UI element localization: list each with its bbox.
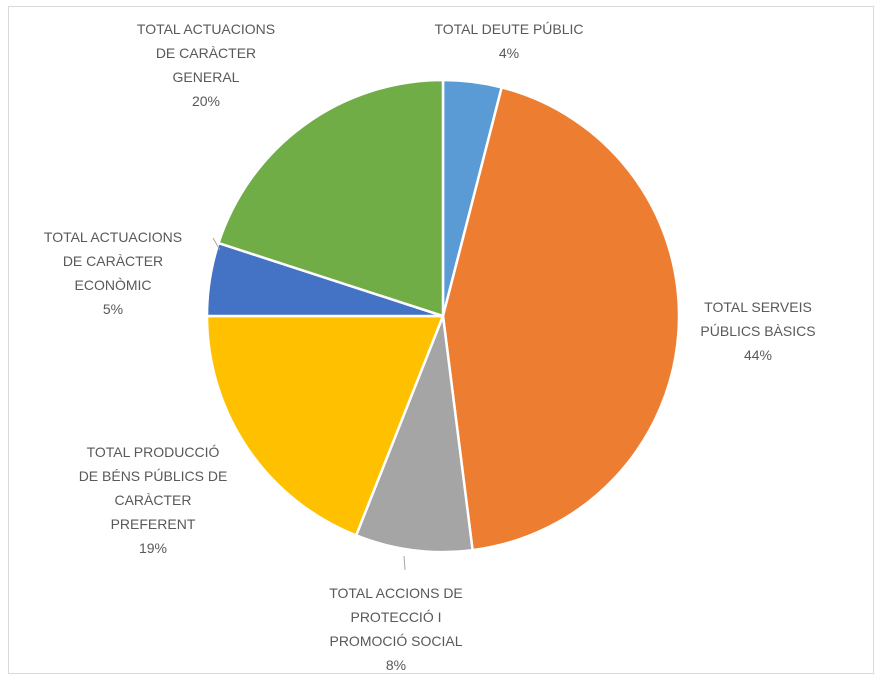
pie-slice — [217, 78, 445, 318]
data-label: TOTAL ACTUACIONS DE CARÀCTER GENERAL 20% — [137, 21, 275, 109]
data-label: TOTAL SERVEIS PÚBLICS BÀSICS 44% — [700, 299, 815, 363]
pie-slice — [441, 86, 681, 552]
data-label-percent: 5% — [103, 301, 123, 317]
leader-line — [403, 555, 406, 571]
data-label-category: TOTAL ACCIONS DE — [329, 585, 463, 601]
data-label: TOTAL PRODUCCIÓ DE BÉNS PÚBLICS DE CARÀCTE… — [79, 444, 228, 556]
data-label: TOTAL DEUTE PÚBLIC 4% — [434, 21, 583, 61]
data-label-category: TOTAL ACTUACIONS — [137, 21, 275, 37]
data-label-category: TOTAL ACTUACIONS — [44, 229, 182, 245]
pie-slice — [205, 314, 445, 537]
data-label-category: PREFERENT — [111, 516, 196, 532]
data-label-percent: 8% — [386, 657, 406, 673]
data-label-category: PÚBLICS BÀSICS — [700, 323, 815, 339]
data-label-category: TOTAL DEUTE PÚBLIC — [434, 21, 583, 37]
data-label-category: ECONÒMIC — [75, 277, 152, 293]
data-label-percent: 4% — [499, 45, 519, 61]
pie-slices — [205, 78, 681, 554]
leader-line — [212, 237, 221, 251]
data-label-category: GENERAL — [173, 69, 240, 85]
data-label-percent: 44% — [744, 347, 772, 363]
data-label-category: TOTAL SERVEIS — [704, 299, 812, 315]
data-label-percent: 19% — [139, 540, 167, 556]
pie-slice — [354, 314, 474, 554]
data-label: TOTAL ACCIONS DE PROTECCIÓ I PROMOCIÓ SOCI… — [329, 585, 463, 673]
data-label-category: DE BÉNS PÚBLICS DE — [79, 468, 228, 484]
data-label: TOTAL ACTUACIONS DE CARÀCTER ECONÒMIC 5% — [44, 229, 182, 317]
data-label-category: CARÀCTER — [114, 492, 191, 508]
data-label-category: DE CARÀCTER — [156, 45, 256, 61]
data-label-category: DE CARÀCTER — [63, 253, 163, 269]
data-label-category: TOTAL PRODUCCIÓ — [87, 444, 220, 460]
data-label-category: PROMOCIÓ SOCIAL — [329, 633, 462, 649]
data-label-percent: 20% — [192, 93, 220, 109]
data-label-category: PROTECCIÓ I — [350, 609, 441, 625]
